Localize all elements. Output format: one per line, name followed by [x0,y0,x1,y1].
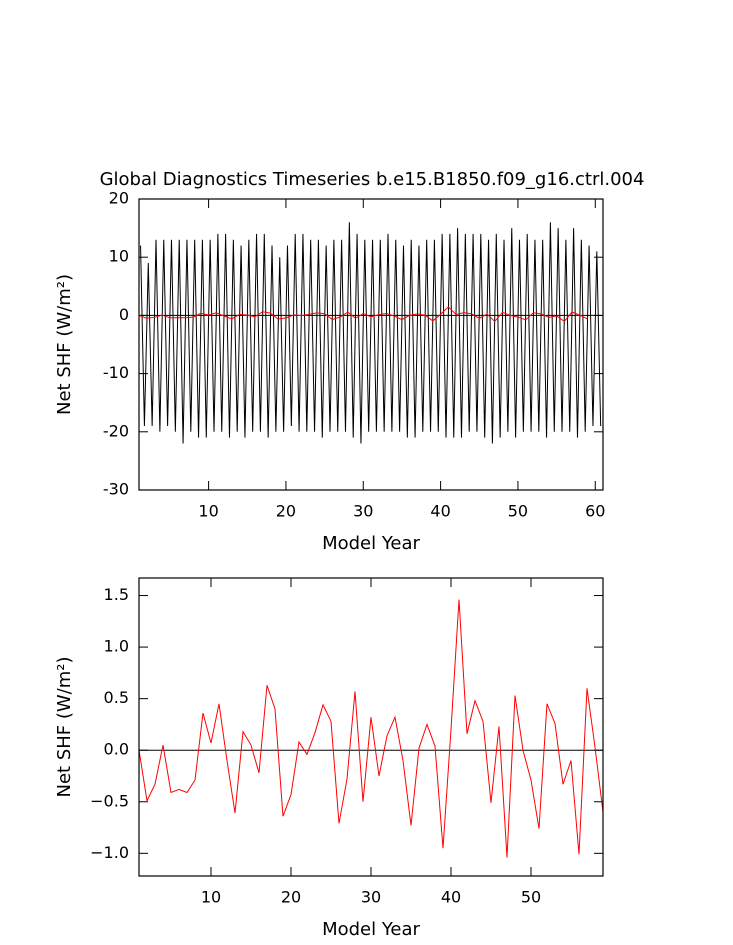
y-tick-label: 0.0 [104,740,129,759]
x-axis-label: Model Year [322,919,420,940]
y-tick-label: -20 [103,421,129,440]
x-axis-label: Model Year [322,533,420,554]
y-tick-label: 1.0 [104,637,129,656]
x-tick-label: 40 [430,502,450,521]
series-line [140,222,602,444]
y-tick-label: 1.5 [104,585,129,604]
y-tick-label: -10 [103,363,129,382]
y-axis-label: Net SHF (W/m²) [54,274,75,415]
x-tick-label: 20 [281,888,301,907]
plot-frame [138,577,604,877]
y-tick-label: -30 [103,480,129,499]
x-tick-label: 30 [353,502,373,521]
x-tick-label: 50 [508,502,528,521]
x-tick-label: 30 [361,888,381,907]
chart-title: Global Diagnostics Timeseries b.e15.B185… [100,169,645,190]
y-tick-label: 0 [119,305,129,324]
x-tick-label: 50 [521,888,541,907]
series-line [138,306,588,323]
y-tick-label: −0.5 [90,791,129,810]
y-tick-label: 10 [109,247,129,266]
y-axis-label: Net SHF (W/m²) [54,656,75,797]
series-line [138,599,604,858]
y-tick-label: 0.5 [104,688,129,707]
plot-frame [138,198,604,491]
x-tick-label: 60 [585,502,605,521]
x-tick-label: 20 [276,502,296,521]
x-tick-label: 10 [201,888,221,907]
y-tick-label: −1.0 [90,843,129,862]
x-tick-label: 10 [198,502,218,521]
y-tick-label: 20 [109,189,129,208]
x-tick-label: 40 [441,888,461,907]
